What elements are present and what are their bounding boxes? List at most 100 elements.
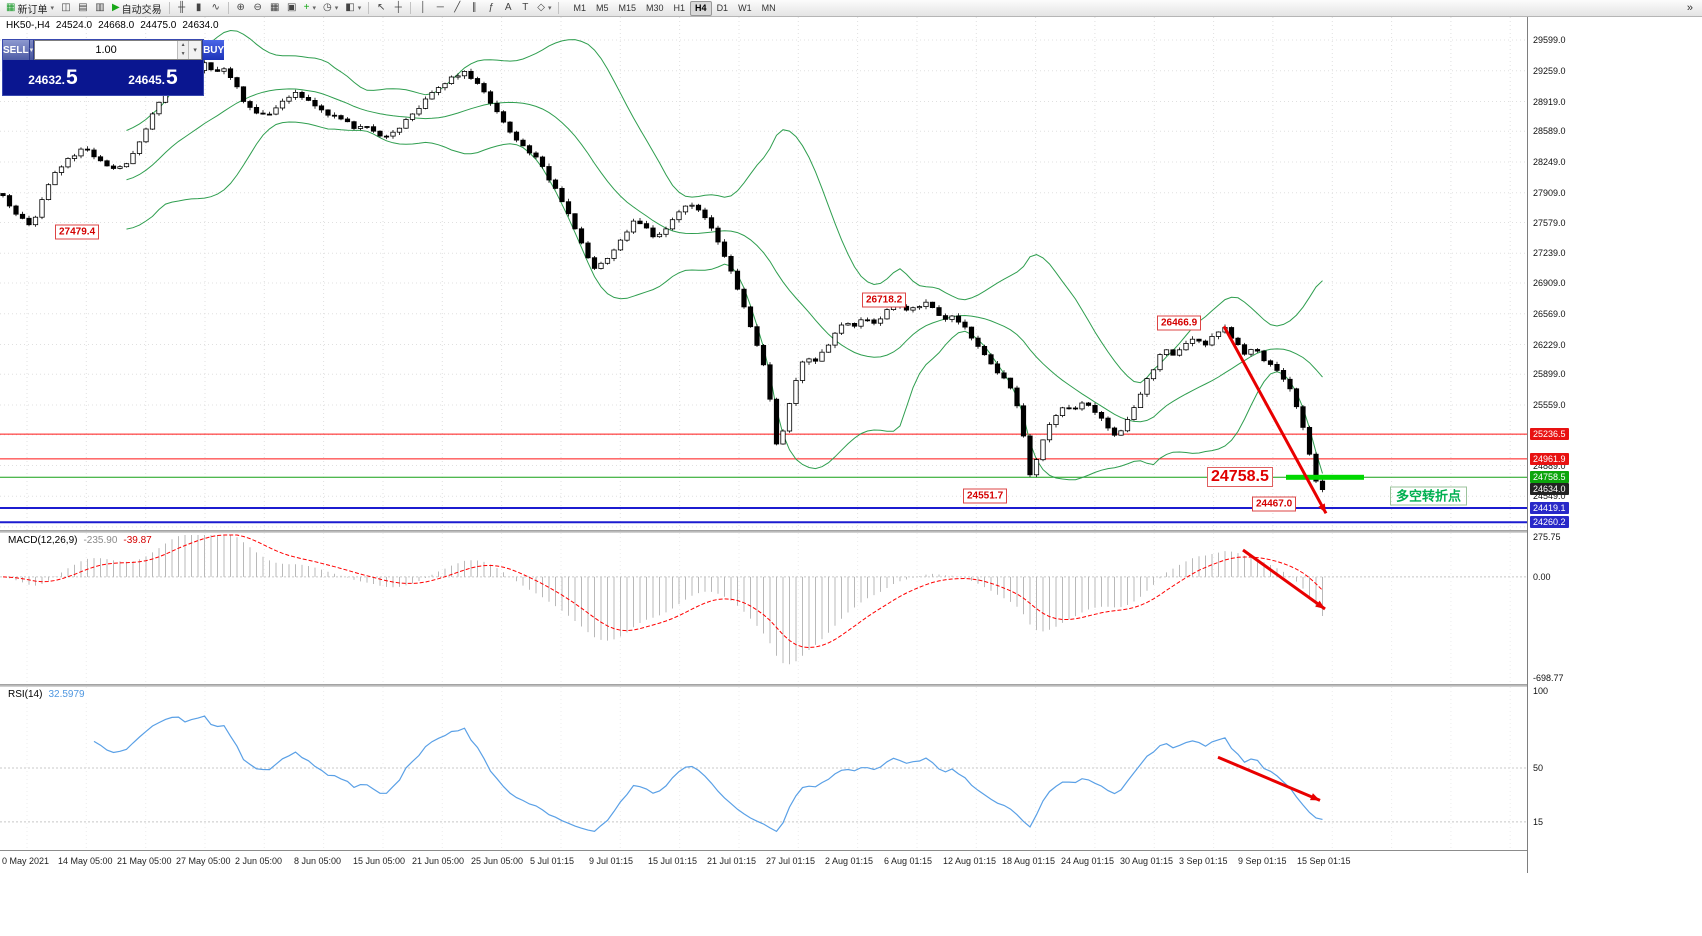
time-axis-label: 21 Jul 01:15	[707, 856, 757, 866]
label-button[interactable]: T	[517, 1, 533, 16]
volume-dropdown-button[interactable]: ▾	[188, 41, 202, 59]
price-annotation-label[interactable]: 26718.2	[862, 292, 907, 308]
new-order-button-label: 新订单	[17, 4, 48, 16]
fibonacci-button[interactable]: ƒ	[483, 1, 499, 16]
timeframe-m1-button[interactable]: M1	[573, 3, 586, 13]
sell-button[interactable]: SELL	[3, 40, 30, 60]
key-price-label[interactable]: 24758.5	[1207, 467, 1273, 488]
price-annotation-label[interactable]: 24467.0	[1252, 496, 1297, 512]
zoom-in-icon: ⊕	[236, 2, 245, 13]
zoom-in-button[interactable]: ⊕	[233, 1, 249, 16]
panel-separator[interactable]	[0, 530, 1568, 533]
time-axis-label: 21 Jun 05:00	[412, 856, 465, 866]
vertical-line-button[interactable]: │	[415, 1, 431, 16]
trendline-button[interactable]: ╱	[449, 1, 465, 16]
horizontal-line-button[interactable]: ─	[432, 1, 448, 16]
timeframe-d1-button[interactable]: D1	[716, 3, 729, 13]
price-axis-badge[interactable]: 24758.5	[1530, 471, 1569, 484]
tile-windows-button[interactable]: ▦	[267, 1, 283, 16]
timeframe-m5-button[interactable]: M5	[595, 3, 609, 13]
price-axis-tick: 24889.0	[1533, 460, 1566, 471]
horizontal-line-icon: ─	[436, 2, 444, 13]
shapes-button[interactable]: ◇ ▾	[534, 1, 554, 16]
panel-separator[interactable]	[0, 684, 1568, 687]
data-window-button[interactable]: ▥	[92, 1, 108, 16]
auto-trading-button[interactable]: ▶ 自动交易	[109, 1, 165, 16]
templates-button[interactable]: ◧ ▾	[342, 1, 364, 16]
price-axis[interactable]: 29599.0 29259.0 28919.0 28589.0 28249.0 27909…	[1527, 17, 1589, 873]
price-axis-tick: 28249.0	[1533, 157, 1566, 167]
crosshair-button[interactable]: ┼	[390, 1, 406, 16]
timeframe-h4-button[interactable]: H4	[690, 0, 712, 16]
buy-price[interactable]: 24645. 5	[103, 67, 203, 88]
price-axis-badge[interactable]: 24260.2	[1530, 516, 1569, 529]
price-axis-badge[interactable]: 24961.9	[1530, 452, 1569, 465]
price-axis-badge[interactable]: 24419.1	[1530, 502, 1569, 514]
price-axis-tick: 28589.0	[1533, 126, 1566, 137]
price-axis-tick: 26229.0	[1533, 339, 1566, 350]
timeframe-mn-button[interactable]: MN	[761, 3, 776, 13]
time-axis[interactable]: 0 May 2021 14 May 05:00 21 May 05:00 27 May…	[0, 850, 1568, 873]
chinese-note-label[interactable]: 多空转折点	[1390, 486, 1468, 506]
sell-price[interactable]: 24632. 5	[3, 67, 103, 88]
line-chart-icon: ∿	[211, 2, 220, 13]
timeframe-w1-button[interactable]: W1	[738, 3, 752, 13]
price-annotation-label[interactable]: 27479.4	[55, 224, 100, 239]
dropdown-arrow-icon: ▾	[50, 5, 54, 12]
price-annotation-label[interactable]: 26466.9	[1157, 315, 1202, 331]
cursor-button[interactable]: ↖	[373, 1, 389, 16]
time-axis-label: 15 Sep 01:15	[1297, 856, 1351, 866]
timeframe-m30-button[interactable]: M30	[646, 3, 664, 13]
sell-dropdown-button[interactable]: ▾	[29, 40, 35, 60]
macd-canvas[interactable]	[0, 533, 1527, 684]
text-icon: A	[504, 2, 512, 13]
toolbar-overflow-button[interactable]: »	[1686, 2, 1693, 14]
candlestick-chart-button[interactable]: ▮	[191, 1, 207, 16]
rsi-scale-label: 50	[1533, 763, 1544, 773]
toolbar-separator	[558, 2, 560, 14]
text-button[interactable]: A	[500, 1, 516, 16]
price-axis-badge[interactable]: 24634.0	[1530, 482, 1569, 495]
indicators-button[interactable]: + ▾	[301, 1, 319, 16]
rsi-label: RSI(14) 32.5979	[6, 689, 87, 700]
price-axis-badge[interactable]: 25236.5	[1530, 428, 1569, 441]
chart-close-value: 24634.0	[182, 20, 219, 31]
volume-down-button[interactable]: ▼	[178, 50, 189, 59]
chart-annotations-layer: 27479.4 26718.2 26466.9 24551.7 24467.0 24758…	[0, 17, 1527, 530]
time-axis-label: 2 Aug 01:15	[825, 856, 874, 866]
chart-symbol-period: HK50-,H4	[6, 20, 50, 31]
price-axis-tick: 27239.0	[1533, 248, 1566, 259]
cascade-windows-button[interactable]: ▣	[284, 1, 300, 16]
rsi-canvas[interactable]	[0, 687, 1527, 850]
macd-scale-label: 275.75	[1533, 532, 1561, 542]
vertical-line-icon: │	[420, 2, 427, 13]
volume-up-button[interactable]: ▲	[178, 41, 189, 50]
price-axis-tick: 24549.0	[1533, 491, 1566, 502]
periods-button[interactable]: ◷ ▾	[320, 1, 341, 16]
price-annotation-label[interactable]: 24551.7	[963, 488, 1008, 504]
time-axis-label: 27 Jul 01:15	[766, 856, 816, 866]
buy-button[interactable]: BUY	[202, 40, 225, 60]
timeframe-m15-button[interactable]: M15	[618, 3, 637, 13]
line-chart-button[interactable]: ∿	[208, 1, 224, 16]
macd-indicator-panel: MACD(12,26,9) -235.90 -39.87	[0, 533, 1527, 684]
new-order-button[interactable]: ▦ 新订单 ▾	[3, 1, 57, 16]
sell-price-main: 24632.	[28, 73, 65, 87]
bar-chart-button[interactable]: ╫	[174, 1, 190, 16]
new-order-icon: ▦	[6, 2, 16, 13]
price-axis-tick: 27909.0	[1533, 187, 1566, 198]
main-chart-panel: 27479.4 26718.2 26466.9 24551.7 24467.0 24758…	[0, 17, 1527, 530]
zoom-out-button[interactable]: ⊖	[250, 1, 266, 16]
trendline-icon: ╱	[454, 2, 461, 13]
profile-button[interactable]: ▤	[75, 1, 91, 16]
charts-window-button[interactable]: ◫	[58, 1, 74, 16]
price-axis-tick: 29259.0	[1533, 65, 1566, 76]
time-axis-label: 9 Jul 01:15	[589, 856, 634, 866]
fibonacci-icon: ƒ	[488, 2, 495, 13]
price-axis-tick: 26909.0	[1533, 278, 1566, 288]
timeframe-h1-button[interactable]: H1	[673, 3, 686, 13]
sell-price-big-digit: 5	[66, 66, 78, 89]
channel-button[interactable]: ∥	[466, 1, 482, 16]
time-axis-label: 8 Jun 05:00	[294, 856, 342, 866]
volume-input[interactable]	[35, 41, 178, 59]
